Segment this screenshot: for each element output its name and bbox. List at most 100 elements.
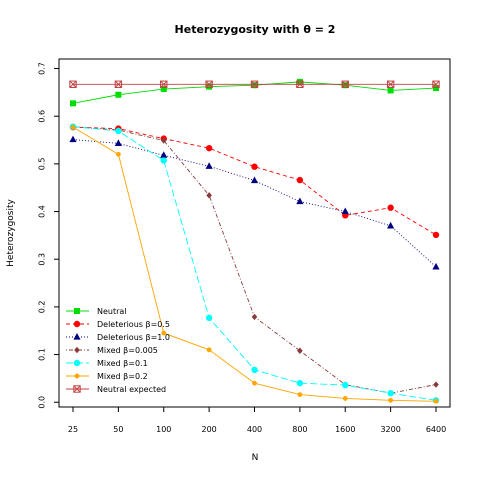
legend: Neutral Deleterious β=0.5 Deleterious β=1.…	[66, 307, 170, 394]
data-point	[70, 100, 76, 107]
chart-title: Heterozygosity with θ = 2	[175, 23, 336, 36]
data-point	[161, 330, 167, 336]
legend-label: Mixed β=0.005	[97, 346, 158, 355]
x-tick-label: 6400	[426, 425, 446, 434]
data-point	[206, 83, 213, 90]
data-point	[433, 85, 439, 92]
y-tick-label: 0.2	[38, 301, 47, 314]
data-point	[387, 221, 395, 229]
data-point	[69, 135, 77, 143]
series-7	[69, 80, 440, 88]
data-point	[251, 313, 258, 321]
legend-item: Mixed β=0.005	[66, 346, 158, 355]
legend-item: Deleterious β=0.5	[66, 320, 170, 329]
legend-marker	[74, 308, 80, 314]
legend-label: Deleterious β=0.5	[97, 320, 170, 329]
data-point	[296, 80, 304, 88]
data-point	[433, 398, 439, 404]
data-point	[205, 162, 213, 169]
data-point	[387, 389, 394, 397]
data-point	[387, 87, 394, 94]
legend-item: Deleterious β=1.0	[66, 333, 170, 342]
series-line	[72, 126, 437, 236]
data-point	[114, 139, 122, 146]
x-tick-label: 1600	[335, 425, 355, 434]
data-point	[342, 396, 348, 401]
legend-label: Neutral expected	[97, 385, 166, 394]
data-point	[160, 157, 167, 164]
data-point	[386, 80, 395, 88]
data-point	[251, 163, 258, 170]
y-axis-label: Heterozygosity	[6, 198, 16, 266]
x-axis: 25 50 100 200 400 800 1600 3200 6400	[68, 407, 446, 434]
data-point	[70, 124, 76, 130]
data-point	[160, 137, 167, 144]
data-point	[296, 197, 304, 205]
data-point	[387, 204, 394, 211]
legend-marker	[73, 333, 81, 340]
data-point	[388, 397, 394, 403]
x-tick-label: 400	[247, 425, 262, 434]
legend-marker	[74, 346, 80, 354]
data-point	[296, 78, 303, 85]
data-point	[341, 80, 349, 88]
data-point	[115, 151, 121, 157]
data-point	[342, 381, 349, 389]
data-point	[432, 80, 440, 88]
series-6	[70, 124, 439, 404]
x-tick-label: 200	[201, 425, 216, 434]
legend-marker	[73, 385, 81, 393]
data-point	[297, 347, 303, 354]
data-point	[252, 380, 257, 386]
data-point	[160, 151, 168, 158]
series-1	[70, 78, 439, 107]
x-tick-label: 3200	[380, 425, 400, 434]
legend-item: Neutral	[66, 307, 127, 316]
y-tick-label: 0.5	[38, 158, 47, 171]
legend-item: Mixed β=0.2	[66, 372, 148, 381]
data-point	[206, 192, 212, 199]
data-point	[341, 207, 349, 215]
data-point	[342, 82, 349, 89]
y-tick-label: 0.7	[38, 62, 47, 75]
data-point	[160, 86, 167, 93]
legend-marker	[73, 320, 81, 328]
data-point	[296, 379, 304, 387]
y-tick-label: 0.3	[38, 253, 47, 266]
data-point	[250, 80, 259, 88]
data-point	[432, 262, 440, 270]
y-tick-label: 0.4	[38, 205, 47, 218]
x-tick-label: 100	[156, 425, 171, 434]
legend-label: Neutral	[97, 307, 127, 316]
x-axis-label: N	[252, 453, 259, 463]
y-tick-label: 0.0	[38, 396, 47, 409]
data-point	[115, 127, 122, 135]
legend-item: Neutral expected	[66, 385, 166, 394]
legend-label: Deleterious β=1.0	[97, 333, 170, 342]
data-point	[205, 314, 213, 322]
data-point	[114, 80, 123, 88]
y-tick-label: 0.1	[38, 348, 47, 361]
x-tick-label: 800	[292, 425, 307, 434]
data-point	[251, 82, 258, 89]
legend-marker	[73, 359, 81, 367]
x-tick-label: 25	[68, 425, 78, 434]
data-point	[205, 80, 213, 88]
series-line	[72, 139, 437, 268]
data-point	[250, 176, 259, 184]
x-tick-label: 50	[113, 425, 123, 434]
legend-item: Mixed β=0.1	[66, 359, 148, 368]
data-point	[69, 80, 77, 88]
data-point	[433, 381, 439, 388]
data-point	[160, 80, 168, 88]
series-group	[69, 78, 440, 404]
data-point	[297, 392, 303, 398]
series-3	[69, 135, 440, 270]
y-axis: 0.0 0.1 0.2 0.3 0.4 0.5 0.6 0.7	[38, 62, 59, 409]
y-tick-label: 0.6	[38, 110, 47, 123]
data-point	[296, 176, 304, 184]
data-point	[432, 231, 440, 239]
data-point	[251, 366, 258, 374]
legend-marker	[74, 373, 80, 379]
data-point	[115, 91, 122, 98]
